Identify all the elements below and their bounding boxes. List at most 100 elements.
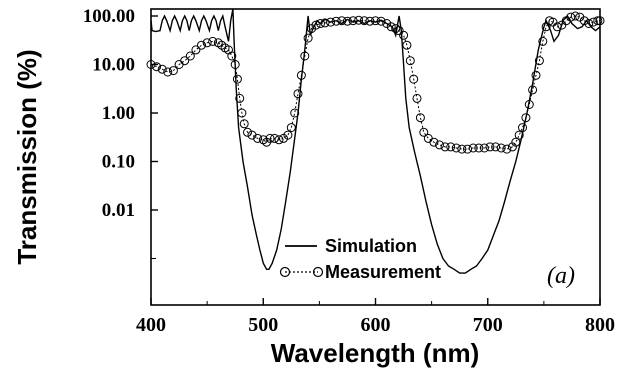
measurement-line — [150, 15, 600, 150]
measurement-point — [185, 51, 195, 61]
measurement-point — [485, 142, 495, 152]
measurement-point — [468, 143, 478, 153]
measurement-point — [371, 16, 380, 26]
measurement-point — [270, 133, 279, 143]
measurement-point — [243, 127, 252, 137]
measurement-point — [283, 130, 293, 140]
x-tick-label: 500 — [248, 314, 278, 336]
measurement-point — [419, 127, 429, 137]
measurement-point — [399, 30, 409, 40]
measurement-point — [235, 93, 245, 103]
measurement-point — [435, 140, 444, 150]
measurement-point — [157, 64, 167, 74]
measurement-point — [566, 12, 576, 22]
x-axis-ticks: 400 500 600 700 800 — [136, 298, 615, 336]
measurement-point — [300, 51, 310, 61]
measurement-point — [479, 143, 489, 153]
measurement-point — [584, 19, 594, 28]
measurement-point — [502, 144, 512, 154]
measurement-series — [146, 11, 605, 154]
measurement-point — [394, 26, 404, 36]
measurement-point — [290, 108, 300, 118]
measurement-point — [496, 143, 506, 153]
legend-measurement-marker — [312, 266, 324, 278]
measurement-point — [463, 144, 472, 154]
measurement-point — [511, 137, 521, 147]
measurement-point — [538, 36, 548, 46]
measurement-point — [409, 74, 419, 84]
measurement-point — [451, 143, 461, 153]
measurement-point — [359, 16, 369, 26]
measurement-point — [579, 16, 589, 26]
y-axis-ticks: 100.00 10.00 1.00 0.10 0.01 — [83, 6, 158, 259]
measurement-point — [521, 113, 531, 123]
y-tick-label: 0.10 — [102, 152, 135, 173]
y-tick-label: 10.00 — [92, 55, 135, 76]
measurement-point — [237, 108, 247, 118]
measurement-point — [402, 40, 412, 50]
measurement-point — [348, 16, 358, 26]
measurement-point — [342, 16, 352, 26]
legend-measurement-label: Measurement — [325, 262, 441, 282]
x-tick-label: 400 — [136, 314, 166, 336]
measurement-point — [528, 85, 538, 95]
measurement-point — [239, 119, 249, 129]
measurement-point — [296, 70, 306, 80]
measurement-point — [507, 142, 517, 152]
legend-simulation-label: Simulation — [325, 236, 417, 256]
measurement-point — [227, 51, 237, 61]
measurement-point — [232, 74, 242, 84]
measurement-point — [331, 16, 341, 26]
measurement-point — [429, 137, 439, 147]
measurement-point — [412, 93, 422, 103]
y-tick-label: 100.00 — [83, 6, 135, 27]
measurement-point — [457, 144, 467, 154]
measurement-point — [440, 142, 450, 152]
measurement-point — [303, 33, 313, 43]
legend: Simulation Measurement — [279, 236, 441, 282]
measurement-point — [202, 38, 212, 48]
measurement-point — [274, 135, 284, 145]
x-axis-title: Wavelength (nm) — [271, 338, 479, 368]
measurement-point — [491, 142, 501, 152]
legend-measurement-marker — [279, 266, 291, 278]
measurement-point — [316, 19, 325, 28]
measurement-point — [593, 16, 603, 26]
measurement-point — [365, 16, 375, 26]
measurement-point — [230, 60, 240, 69]
measurement-point — [163, 67, 173, 77]
measurement-point — [320, 18, 330, 28]
measurement-point — [376, 16, 386, 26]
measurement-point — [253, 133, 263, 143]
x-tick-label: 800 — [585, 314, 615, 336]
measurement-point — [286, 123, 296, 133]
measurement-point — [446, 142, 456, 152]
measurement-point — [514, 130, 524, 140]
y-axis-title: Transmission (%) — [12, 49, 42, 264]
measurement-point — [208, 36, 218, 46]
measurement-point — [180, 56, 190, 66]
measurement-point — [570, 11, 580, 21]
measurement-point — [354, 15, 364, 25]
measurement-point — [534, 56, 544, 66]
measurement-point — [293, 89, 303, 99]
measurement-point — [405, 56, 415, 66]
measurement-point — [474, 143, 484, 153]
measurement-point — [518, 123, 527, 133]
x-tick-label: 700 — [473, 314, 503, 336]
measurement-point — [386, 22, 396, 32]
measurement-point — [168, 66, 178, 76]
measurement-point — [326, 17, 336, 27]
measurement-point — [191, 45, 201, 55]
measurement-point — [415, 113, 425, 123]
y-tick-label: 1.00 — [102, 103, 135, 124]
measurement-point — [265, 133, 275, 143]
x-tick-label: 600 — [361, 314, 391, 336]
measurement-point — [337, 16, 347, 26]
panel-label: (a) — [547, 263, 575, 289]
measurement-point — [588, 17, 598, 27]
measurement-point — [152, 62, 162, 72]
measurement-point — [531, 70, 541, 80]
